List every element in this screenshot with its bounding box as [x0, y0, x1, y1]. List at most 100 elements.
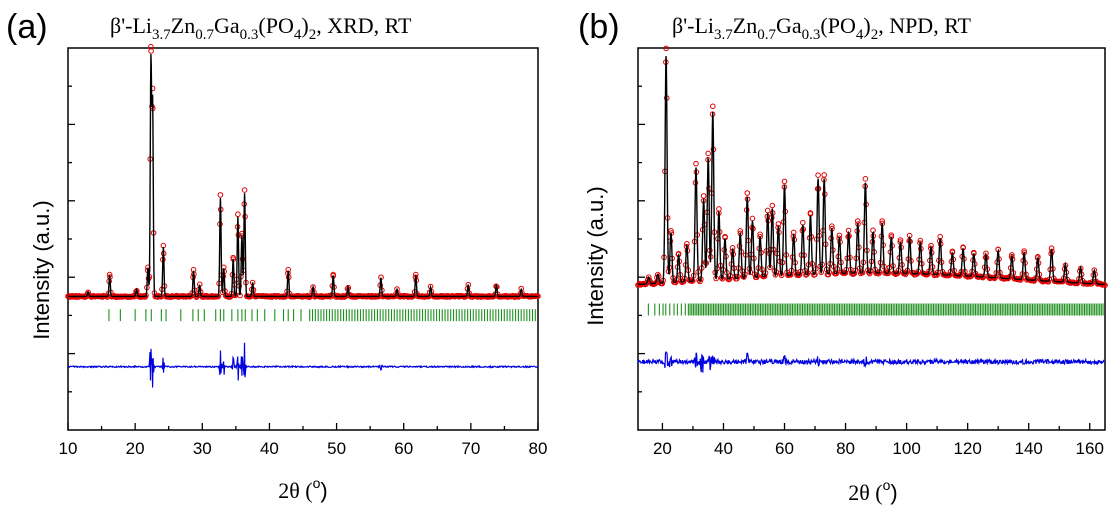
panel-a-x-axis-label: 2θ (o) [278, 475, 328, 503]
panel-a-x-tick-label: 10 [59, 439, 78, 458]
panel-a-x-tick-label: 70 [461, 439, 480, 458]
panel-b-observed-point [825, 271, 832, 278]
panel-b-observed-point [1045, 278, 1052, 285]
panel-a-frame [67, 47, 539, 431]
panel-a-y-ticks [68, 85, 75, 393]
panel-b-observed-point [854, 218, 861, 224]
panel-b-y-ticks [638, 85, 645, 393]
panel-a-x-axis-label-main: 2θ ( [278, 478, 312, 503]
panel-b-title-part: (PO [820, 13, 855, 38]
panel-a-observed-point [148, 43, 154, 50]
panel-b-title-sub: 0.3 [802, 27, 821, 43]
panel-b-x-tick-label: 40 [714, 439, 733, 458]
panel-a-letter: (a) [6, 8, 48, 46]
panel-b-title-sub: 0.7 [757, 27, 776, 43]
panel-b-x-tick-label: 80 [836, 439, 855, 458]
panel-b-y-axis-label: Intensity (a.u.) [583, 186, 608, 325]
panel-a-observed-point [217, 192, 224, 198]
panel-b-observed-point [1017, 277, 1024, 283]
panel-b-x-axis-label-close: ) [890, 480, 897, 505]
panel-a-title-sub: 0.7 [195, 27, 214, 43]
panel-b-difference-curve [637, 350, 1106, 373]
panel-b-observed-point [726, 276, 733, 282]
panel-a: (a) β'-Li3.7Zn0.7Ga0.3(PO4)2, XRD, RT In… [6, 8, 547, 503]
panel-b-x-tick-label: 100 [892, 439, 920, 458]
panel-b-x-tick-label: 160 [1076, 439, 1104, 458]
panel-b-x-tick-label: 120 [953, 439, 981, 458]
panel-a-observed-points [65, 43, 541, 301]
panel-b-observed-point [991, 275, 998, 282]
panel-b-observed-point [659, 280, 666, 287]
panel-b-observed-point [645, 274, 652, 280]
panel-b-title-sub: 2 [871, 27, 879, 43]
panel-b-x-axis-label-degree: o [883, 477, 891, 493]
panel-b-title-part: Zn [733, 13, 757, 38]
panel-b-observed-point [700, 193, 707, 199]
panel-b-title-part: ) [863, 13, 870, 38]
panel-a-x-tick-label: 40 [260, 439, 279, 458]
panel-b-x-tick-label: 20 [653, 439, 672, 458]
panel-a-observed-point [235, 211, 241, 218]
panel-b-x-axis-label: 2θ (o) [848, 477, 898, 505]
panel-a-difference-curve [67, 342, 539, 388]
panel-a-title-sub: 4 [294, 27, 302, 43]
panel-a-title-part: ) [301, 13, 308, 38]
panel-a-x-tick-labels: 10 20 30 40 50 60 70 80 [59, 439, 548, 458]
panel-a-title: β'-Li3.7Zn0.7Ga0.3(PO4)2, XRD, RT [110, 13, 412, 43]
panel-b-observed-point [741, 274, 747, 280]
panel-b-observed-point [749, 215, 756, 222]
panel-a-title-part: Ga [214, 13, 240, 38]
panel-a-title-part: β'-Li [110, 13, 152, 38]
panel-b-observed-point [1006, 274, 1012, 281]
panel-b-observed-point [709, 103, 716, 110]
panel-b-x-axis-label-main: 2θ ( [848, 480, 882, 505]
panel-a-x-tick-label: 30 [193, 439, 212, 458]
panel-b-frame [637, 47, 1106, 431]
panel-b-plot-area: 20 40 60 80 100 120 140 160 [635, 45, 1108, 458]
panel-b-observed-point [862, 176, 869, 182]
panel-a-title-sub: 3.7 [152, 27, 171, 43]
panel-b-observed-point [772, 272, 779, 278]
panel-b-calculated-curve [637, 55, 1106, 286]
panel-b-observed-point [1102, 282, 1108, 289]
panel-a-x-tick-label: 50 [327, 439, 346, 458]
panel-b-title-sub: 3.7 [714, 27, 733, 43]
panel-b-x-tick-label: 140 [1015, 439, 1043, 458]
panel-a-bragg-ticks [108, 309, 536, 322]
panel-b-observed-point [980, 274, 986, 281]
panel-a-x-tick-label: 20 [126, 439, 145, 458]
panel-b-x-tick-label: 60 [775, 439, 794, 458]
panel-b-observed-point [716, 206, 722, 212]
panel-b-observed-point [705, 150, 712, 157]
panel-b-x-tick-labels: 20 40 60 80 100 120 140 160 [653, 439, 1104, 458]
panel-b-observed-point [693, 160, 699, 167]
panel-b-letter: (b) [578, 8, 620, 46]
panel-a-calculated-curve [68, 54, 538, 298]
panel-b-observed-point [769, 202, 776, 209]
panel-a-x-tick-label: 80 [529, 439, 548, 458]
panel-b-title-part: β'-Li [672, 13, 714, 38]
panel-b-title-part: , NPD, RT [878, 13, 971, 38]
panel-a-x-ticks [67, 423, 539, 430]
panel-b-observed-point [744, 190, 751, 196]
panel-b-observed-point [800, 219, 806, 226]
panel-b-bragg-ticks [647, 303, 1104, 316]
panel-a-x-axis-label-close: ) [320, 478, 327, 503]
panel-b-observed-point [781, 178, 788, 185]
panel-a-plot-area: 10 20 30 40 50 60 70 80 [59, 43, 548, 458]
panel-b-title-sub: 4 [856, 27, 864, 43]
panel-a-x-axis-label-degree: o [313, 475, 321, 491]
panel-b-title-part: Ga [776, 13, 802, 38]
panel-a-title-part: Zn [171, 13, 195, 38]
panel-b-observed-point [663, 45, 669, 52]
panel-a-title-part: , XRD, RT [316, 13, 412, 38]
panel-b-observed-point [764, 207, 771, 214]
panel-a-observed-point [241, 187, 248, 193]
panel-b-x-ticks [661, 423, 1091, 430]
panel-a-x-tick-label: 60 [394, 439, 413, 458]
panel-b-observed-point [821, 172, 827, 178]
panel-b-observed-point [815, 172, 821, 178]
panel-b: (b) β'-Li3.7Zn0.7Ga0.3(PO4)2, NPD, RT In… [578, 8, 1108, 505]
panel-a-title-part: (PO [258, 13, 293, 38]
